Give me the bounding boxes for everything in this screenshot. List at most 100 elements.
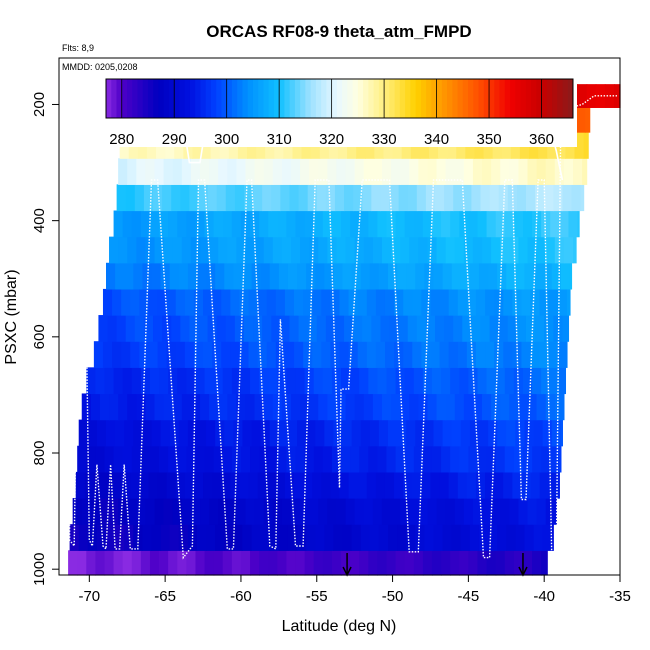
heatmap-cell — [186, 367, 197, 395]
heatmap-cell — [242, 524, 253, 551]
heatmap-cell — [278, 524, 289, 551]
heatmap-cell — [260, 524, 271, 551]
heatmap-cell — [200, 158, 210, 185]
heatmap-cell — [240, 367, 251, 395]
heatmap-cell — [518, 236, 529, 264]
heatmap-cell — [448, 471, 459, 499]
heatmap-cell — [454, 393, 465, 421]
heatmap-cell — [250, 210, 260, 238]
heatmap-cell — [330, 288, 341, 316]
heatmap-cell — [95, 550, 106, 576]
heatmap-cell — [254, 498, 265, 525]
heatmap-cell — [222, 367, 233, 395]
heatmap-cell — [324, 419, 335, 447]
heatmap-cell — [322, 210, 333, 238]
heatmap-cell — [257, 471, 268, 499]
heatmap-cell — [268, 367, 278, 395]
heatmap-cell — [98, 315, 109, 342]
heatmap-cell — [512, 288, 523, 316]
heatmap-cell — [130, 471, 140, 499]
heatmap-cell — [336, 158, 347, 185]
colorbar-cell — [557, 79, 564, 118]
heatmap-cell — [477, 550, 488, 576]
heatmap-cell — [172, 158, 183, 185]
heatmap-cell — [162, 315, 172, 342]
heatmap-cell — [116, 184, 127, 212]
heatmap-cell — [522, 210, 533, 238]
heatmap-cell — [436, 498, 447, 525]
heatmap-cell — [106, 262, 116, 290]
heatmap-cell — [509, 498, 520, 525]
colorbar-cell — [305, 79, 312, 118]
heatmap-cell — [196, 524, 207, 551]
heatmap-cell — [468, 445, 479, 473]
colorbar-cell — [168, 79, 175, 118]
heatmap-cell — [475, 341, 486, 368]
heatmap-cell — [122, 445, 133, 473]
heatmap-cell — [521, 341, 532, 368]
heatmap-cell — [369, 262, 380, 290]
heatmap-cell — [186, 550, 197, 576]
colorbar-cell — [289, 79, 296, 118]
x-tick-label: -70 — [78, 588, 100, 605]
heatmap-cell — [290, 158, 301, 185]
heatmap-cell — [181, 158, 192, 185]
heatmap-cell — [130, 288, 140, 316]
heatmap-cell — [297, 524, 307, 551]
heatmap-cell — [509, 236, 520, 264]
heatmap-cell — [112, 341, 122, 368]
heatmap-cell — [416, 315, 427, 342]
heatmap-cell — [198, 315, 209, 342]
heatmap-cell — [113, 550, 124, 576]
colorbar-cell — [147, 79, 154, 118]
heatmap-cell — [445, 393, 456, 421]
heatmap-cell — [203, 288, 213, 316]
heatmap-cell — [209, 393, 219, 421]
heatmap-cell — [234, 184, 245, 212]
heatmap-cell — [378, 419, 389, 447]
heatmap-cell — [148, 471, 159, 499]
heatmap-cell — [500, 158, 510, 185]
heatmap-cell — [295, 550, 306, 576]
heatmap-cell — [118, 393, 128, 421]
heatmap-cell — [536, 393, 547, 421]
heatmap-cell — [169, 419, 180, 447]
heatmap-cell — [480, 184, 491, 212]
heatmap-cell — [177, 367, 187, 395]
heatmap-cell — [172, 393, 183, 421]
heatmap-cell — [435, 184, 445, 212]
heatmap-cell — [430, 288, 441, 316]
heatmap-cell — [90, 393, 101, 421]
heatmap-cell — [468, 210, 479, 238]
heatmap-cell — [262, 184, 272, 212]
heatmap-cell — [172, 236, 183, 264]
heatmap-cell — [324, 524, 335, 551]
heatmap-cell — [339, 341, 350, 368]
heatmap-cell — [421, 471, 432, 499]
heatmap-cell — [524, 419, 535, 447]
heatmap-cell — [169, 524, 180, 551]
heatmap-cell — [451, 419, 462, 447]
heatmap-cell — [494, 471, 504, 499]
heatmap-cell — [112, 471, 122, 499]
heatmap-cell — [215, 419, 225, 447]
heatmap-cell — [187, 262, 198, 290]
heatmap-cell — [472, 158, 483, 185]
heatmap-cell — [391, 393, 401, 421]
heatmap-cell — [489, 184, 500, 212]
colorbar-cell — [357, 79, 364, 118]
heatmap-cell — [306, 524, 316, 551]
heatmap-cell — [168, 367, 178, 395]
heatmap-cell — [207, 315, 218, 342]
heatmap-cell — [216, 184, 227, 212]
heatmap-cell — [221, 471, 231, 499]
heatmap-cell — [391, 158, 401, 185]
heatmap-cell — [253, 184, 263, 212]
heatmap-cell — [330, 471, 341, 499]
heatmap-cell — [130, 341, 140, 368]
heatmap-cell — [527, 393, 538, 421]
heatmap-cell — [409, 236, 419, 264]
heatmap-cell — [278, 262, 289, 290]
heatmap-cell — [404, 210, 415, 238]
